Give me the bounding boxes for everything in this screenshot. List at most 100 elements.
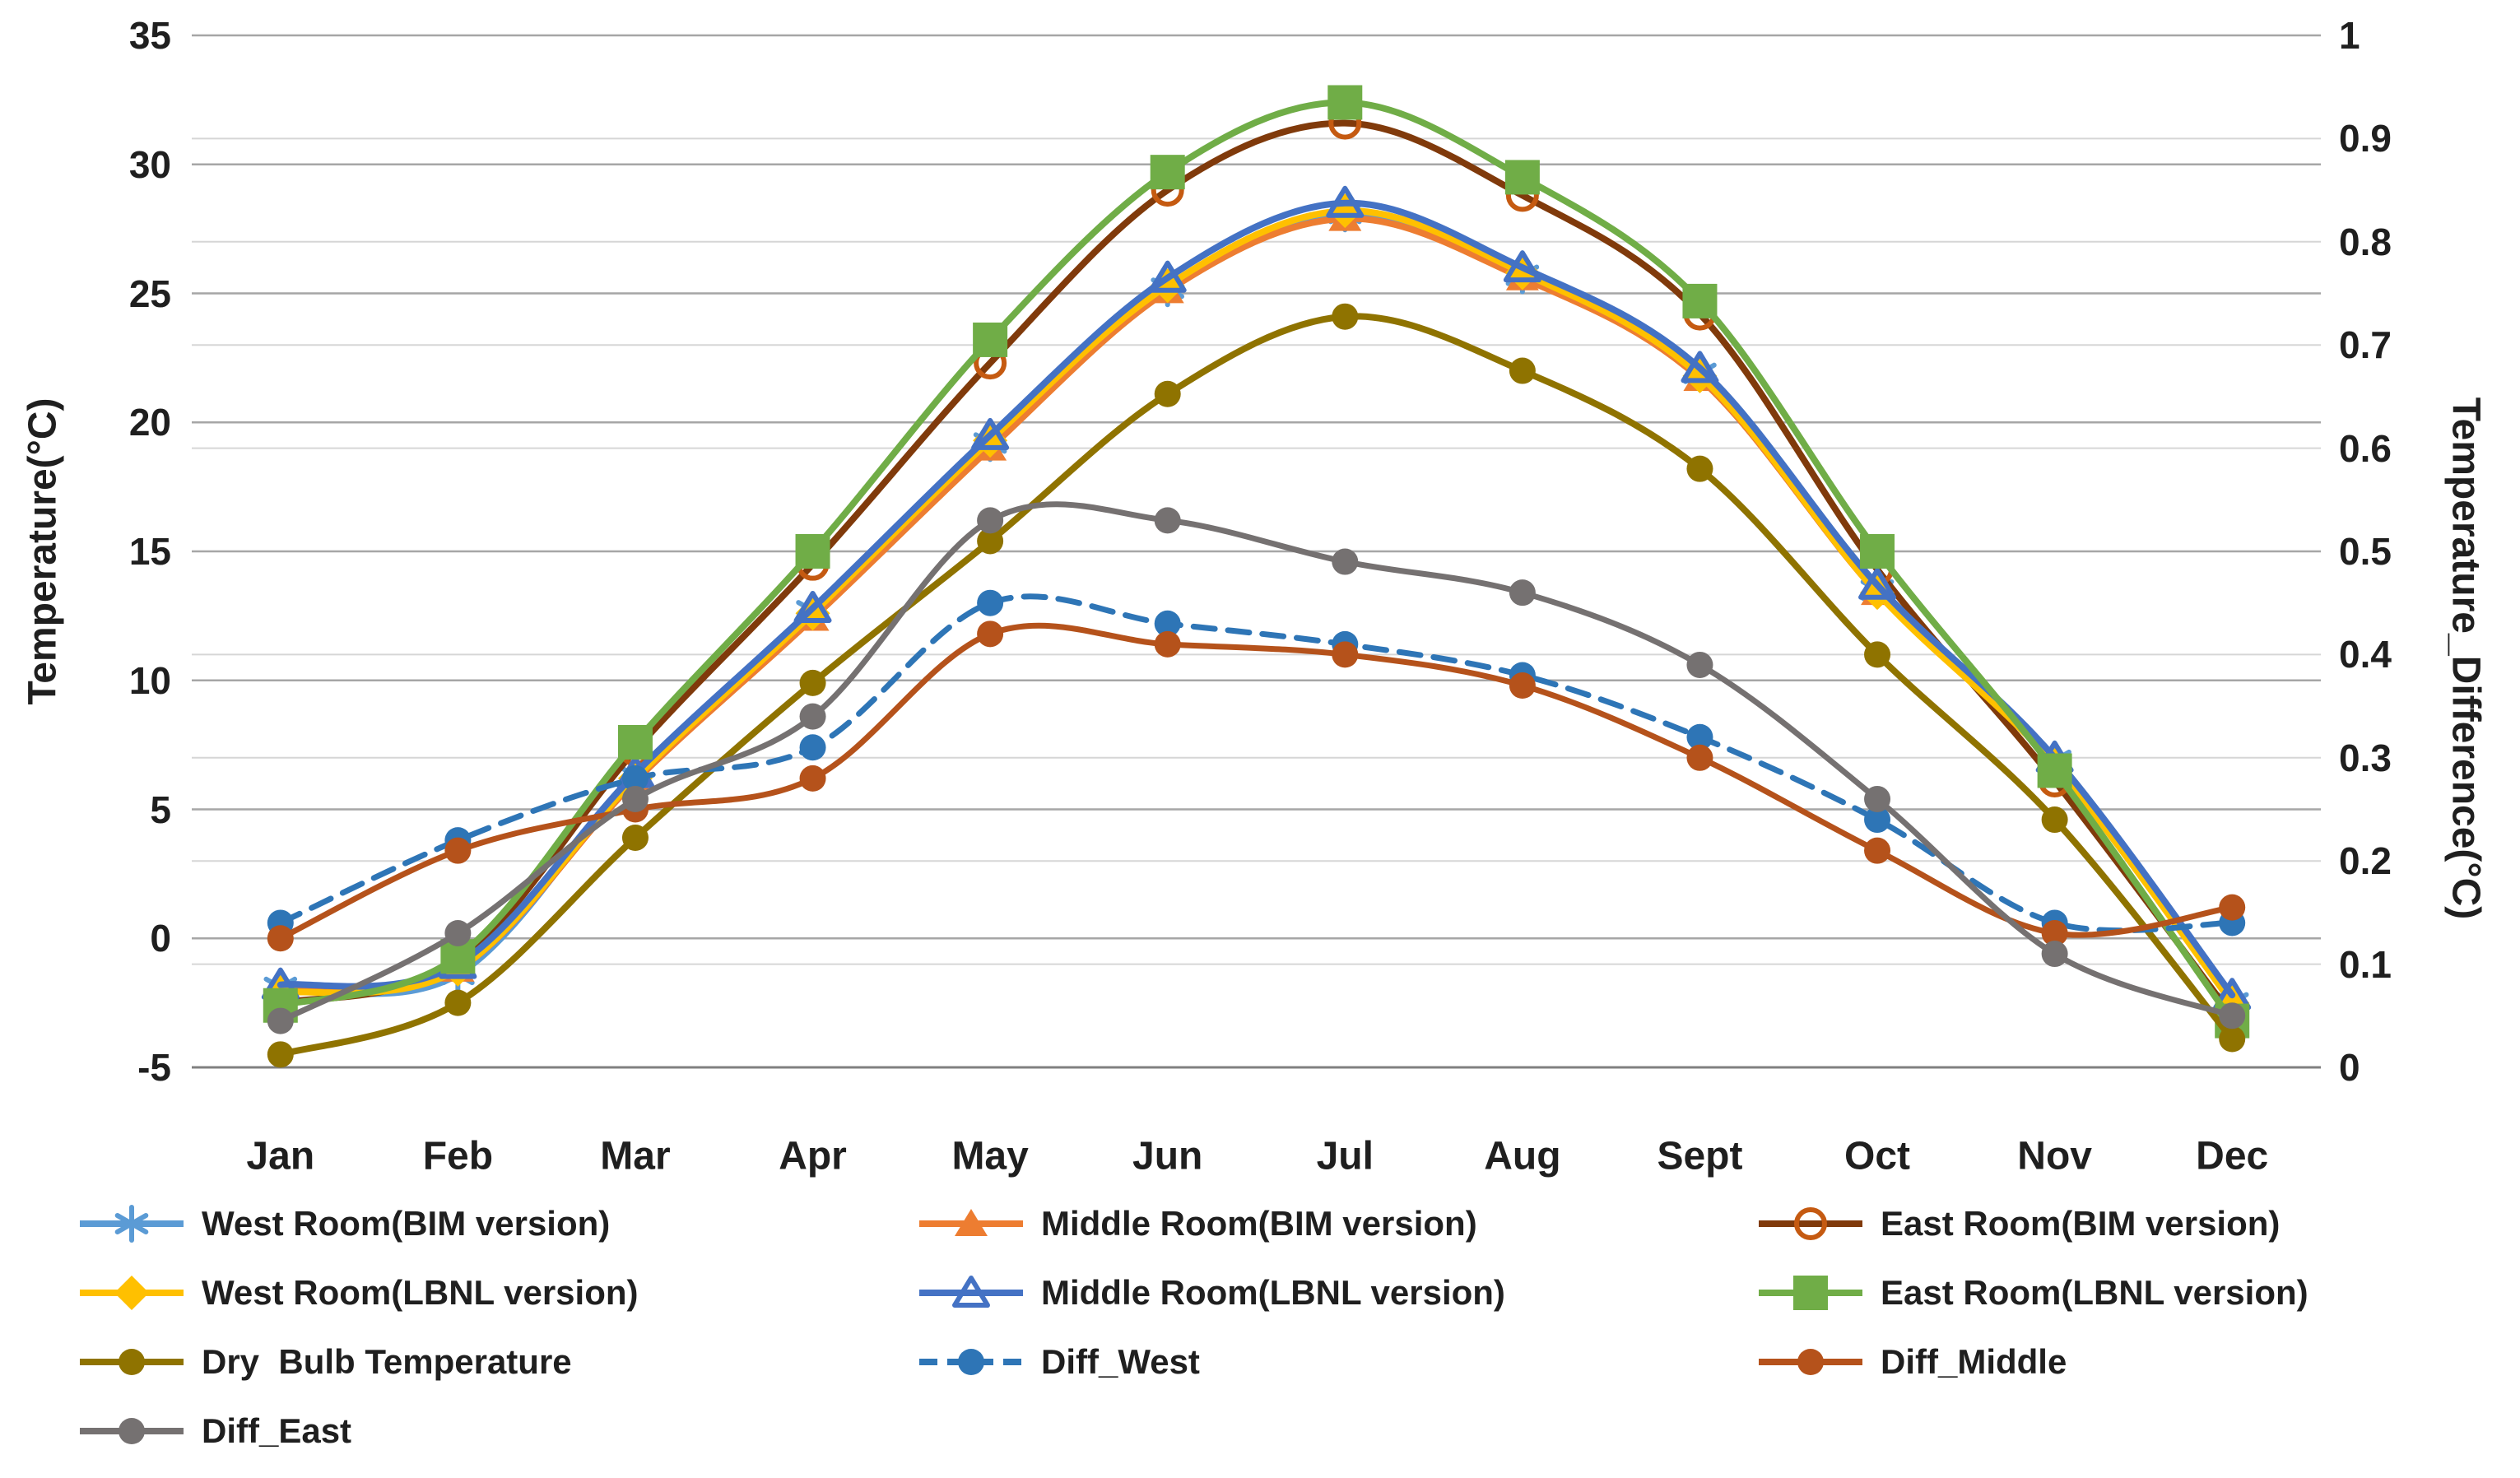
legend-marker-diamond-icon	[80, 1276, 184, 1310]
x-axis-label-jun: Jun	[1132, 1134, 1203, 1178]
data-point-square	[1682, 283, 1718, 318]
series-line-middle_lbnl	[277, 199, 2236, 999]
data-point-circle	[1864, 785, 1891, 812]
series-line-east_bim	[277, 119, 2236, 1020]
right-axis-tick-0.7: 0.7	[2339, 323, 2392, 367]
data-point-square	[973, 322, 1008, 357]
legend-marker-circle-icon	[80, 1418, 184, 1444]
right-axis-title: Temperature_Difference(°C)	[2443, 397, 2488, 920]
x-axis-label-sept: Sept	[1657, 1134, 1743, 1178]
right-axis-tick-0.5: 0.5	[2339, 530, 2392, 573]
left-axis-tick-15: 15	[128, 530, 171, 573]
data-point-circle	[1864, 837, 1891, 864]
data-point-circle	[1332, 641, 1359, 668]
data-point-triangle	[955, 1209, 988, 1236]
data-point-triangle-open	[1503, 250, 1541, 283]
series-diff_east	[267, 501, 2246, 1034]
data-point-triangle-open	[1148, 260, 1187, 293]
left-axis-title: Temperature(°C)	[21, 397, 65, 705]
data-point-circle	[977, 528, 1004, 555]
data-point-circle	[977, 589, 1004, 616]
legend-marker-circle-icon	[80, 1349, 184, 1375]
data-point-square	[1504, 160, 1540, 195]
right-axis-tick-0.1: 0.1	[2339, 942, 2392, 986]
data-point-triangle-open	[952, 1276, 990, 1308]
data-point-circle	[799, 669, 826, 696]
data-point-circle	[2219, 1025, 2246, 1053]
left-axis-tick-35: 35	[128, 14, 171, 57]
left-axis-tick-25: 25	[128, 272, 171, 315]
legend-marker-circle-icon	[1759, 1349, 1862, 1375]
data-point-circle	[799, 734, 826, 761]
left-axis-tick--5: -5	[137, 1046, 171, 1089]
data-point-square	[617, 724, 653, 760]
x-axis-label-jul: Jul	[1316, 1134, 1374, 1178]
left-axis-tick-30: 30	[128, 142, 171, 186]
data-point-circle	[621, 824, 649, 851]
data-point-circle	[1864, 641, 1891, 668]
right-axis-tick-1: 1	[2339, 14, 2360, 57]
right-axis-tick-0.8: 0.8	[2339, 220, 2392, 263]
left-axis-tick-0: 0	[150, 917, 171, 960]
series-middle_lbnl	[261, 185, 2252, 1011]
data-point-circle	[1686, 651, 1713, 678]
data-point-circle	[444, 919, 472, 946]
data-point-circle	[799, 765, 826, 792]
data-point-circle	[799, 703, 826, 730]
data-point-circle	[1797, 1349, 1824, 1375]
legend-label-east_bim: East Room(BIM version)	[1881, 1204, 2281, 1243]
data-point-circle	[1154, 610, 1181, 637]
data-point-circle	[1332, 548, 1359, 575]
data-point-circle	[267, 925, 294, 952]
data-point-square	[2037, 753, 2072, 788]
x-axis-label-feb: Feb	[422, 1134, 494, 1178]
data-point-asterisk	[114, 1205, 149, 1243]
right-axis-tick-0.4: 0.4	[2339, 633, 2392, 676]
series-diff_middle	[267, 620, 2246, 952]
x-axis-label-mar: Mar	[600, 1134, 671, 1178]
data-point-triangle-open	[971, 417, 1010, 450]
right-axis-tick-0.3: 0.3	[2339, 736, 2392, 779]
legend-label-west_lbnl: West Room(LBNL version)	[202, 1273, 639, 1312]
data-point-circle	[1686, 723, 1713, 751]
data-point-square	[795, 534, 830, 569]
data-point-circle	[977, 620, 1004, 648]
data-point-circle	[1509, 579, 1536, 607]
data-point-circle	[1154, 380, 1181, 407]
data-point-circle	[621, 765, 649, 792]
x-axis-label-oct: Oct	[1844, 1134, 1911, 1178]
data-point-triangle-open	[793, 590, 832, 623]
data-point-circle	[958, 1349, 984, 1375]
right-axis-tick-0.6: 0.6	[2339, 426, 2392, 470]
data-point-circle	[2219, 1002, 2246, 1029]
series-west_bim	[263, 194, 2249, 1022]
legend-marker-triangle-icon	[919, 1209, 1023, 1236]
data-point-circle	[267, 1007, 294, 1034]
data-point-circle	[1509, 357, 1536, 384]
data-point-circle	[621, 785, 649, 812]
data-point-circle	[267, 1041, 294, 1068]
x-axis-label-nov: Nov	[2017, 1134, 2092, 1178]
data-point-triangle-open	[1858, 567, 1897, 600]
data-point-circle	[2041, 806, 2068, 834]
data-point-circle	[1154, 507, 1181, 534]
legend-label-middle_lbnl: Middle Room(LBNL version)	[1041, 1273, 1505, 1312]
series-line-diff_west	[277, 593, 2235, 934]
legend-label-west_bim: West Room(BIM version)	[202, 1204, 611, 1243]
data-point-circle	[2041, 919, 2068, 946]
legend-marker-circle-open-icon	[1759, 1207, 1862, 1240]
data-point-triangle-open	[1326, 185, 1365, 218]
series-dry_bulb	[267, 303, 2246, 1068]
x-axis-label-may: May	[951, 1134, 1029, 1178]
series-line-diff_middle	[277, 622, 2235, 941]
left-axis-tick-5: 5	[150, 788, 171, 831]
data-point-circle	[1686, 744, 1713, 771]
series-line-dry_bulb	[277, 313, 2236, 1058]
series-line-west_lbnl	[277, 207, 2236, 1006]
legend-marker-triangle-open-icon	[919, 1276, 1023, 1308]
data-point-circle	[444, 989, 472, 1016]
data-point-circle	[2219, 894, 2246, 921]
legend-label-diff_east: Diff_East	[202, 1411, 352, 1450]
